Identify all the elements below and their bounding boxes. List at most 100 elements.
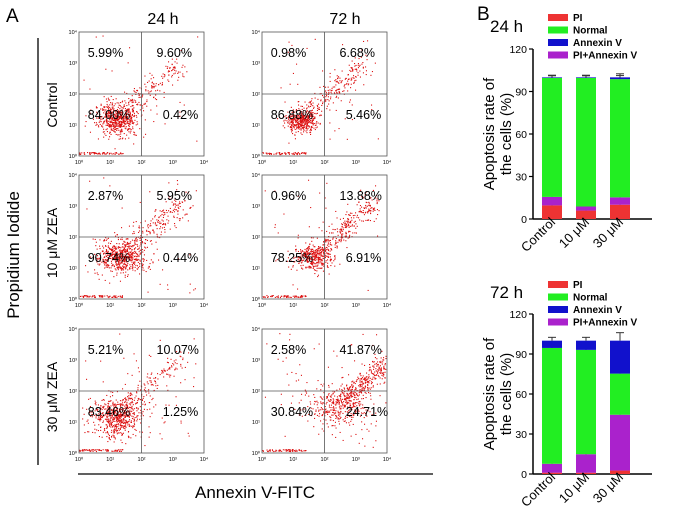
quadrant-percent-lower-right: 0.44% (163, 251, 198, 265)
bar-stack-1 (542, 336, 562, 474)
legend-swatch-pi-annexin-v (548, 51, 568, 59)
x-tick-label: 10⁴ (383, 456, 392, 463)
y-tick-label: 10³ (252, 204, 260, 210)
x-tick-label: 10⁰ (75, 159, 84, 166)
legend-label: Normal (573, 293, 608, 304)
quadrant-percent-upper-right: 9.60% (157, 46, 192, 60)
bar-chart-72h: 72 h Apoptosis rate of the cells (%) 0 30 60 9… (481, 280, 652, 510)
bar-segment-pi (576, 210, 596, 219)
quadrant-percent-upper-right: 10.07% (157, 343, 199, 357)
bar-y-tick-label: 120 (509, 309, 527, 321)
legend-swatch-annexin-v (548, 39, 568, 46)
x-axis-label-annexin: Annexin V-FITC (195, 483, 315, 502)
x-tick-label: 10³ (169, 160, 177, 166)
legend-label: Normal (573, 26, 608, 37)
bar-y-tick-label: 90 (515, 349, 527, 361)
x-tick-label: 10² (321, 160, 329, 166)
bar-y-label-line2: the cells (%) (498, 353, 515, 436)
event-dots (79, 333, 197, 453)
y-tick-label: 10⁴ (252, 326, 261, 333)
x-tick-label: 10⁴ (383, 302, 392, 309)
y-tick-label: 10⁰ (69, 296, 78, 303)
bar-category-label: 30 μM (590, 215, 626, 251)
y-tick-label: 10¹ (252, 420, 260, 426)
x-tick-label: 10³ (352, 160, 360, 166)
y-axis-label-pi: Propidium Iodide (4, 191, 23, 319)
bar-y-tick-label: 60 (515, 389, 527, 401)
bar-chart-title: 24 h (490, 17, 523, 36)
svg-text:10 μM ZEA: 10 μM ZEA (44, 207, 60, 278)
bar-segment-pi-annexin-v (576, 206, 596, 211)
legend-swatch-normal (548, 26, 568, 34)
bar-y-tick-label: 0 (521, 469, 527, 481)
y-tick-label: 10⁰ (252, 450, 261, 457)
quadrant-percent-lower-right: 5.46% (346, 108, 381, 122)
bar-chart-title: 72 h (490, 283, 523, 302)
y-tick-label: 10³ (69, 61, 77, 67)
bar-y-tick-label: 30 (515, 429, 527, 441)
quadrant-percent-upper-right: 5.95% (157, 189, 192, 203)
bar-chart-24h: 24 h Apoptosis rate of the cells (%) 0 30 60 9… (481, 13, 652, 255)
bar-y-tick-label: 60 (515, 129, 527, 141)
y-tick-label: 10³ (69, 204, 77, 210)
bar-segment-pi-annexin-v (542, 196, 562, 206)
legend-swatch-annexin-v (548, 306, 568, 313)
x-tick-label: 10⁰ (258, 302, 267, 309)
row-label-control: Control (44, 82, 60, 127)
bar-segment-annexin-v (542, 77, 562, 78)
quadrant-percent-upper-left: 0.96% (271, 189, 306, 203)
bar-y-label-line1: Apoptosis rate of (481, 337, 498, 450)
quadrant-percent-lower-left: 86.88% (271, 108, 313, 122)
x-tick-label: 10¹ (289, 303, 297, 309)
x-tick-label: 10⁰ (258, 159, 267, 166)
legend-swatch-pi (548, 14, 568, 21)
bar-segment-pi (610, 470, 630, 474)
x-tick-label: 10² (321, 457, 329, 463)
x-tick-label: 10⁰ (75, 456, 84, 463)
quadrant-percent-upper-left: 5.99% (88, 46, 123, 60)
y-tick-label: 10¹ (69, 123, 77, 129)
y-tick-label: 10² (252, 92, 260, 98)
x-tick-label: 10³ (352, 303, 360, 309)
event-dots (262, 179, 380, 299)
x-tick-label: 10⁴ (200, 456, 209, 463)
y-tick-label: 10² (69, 235, 77, 241)
legend-swatch-pi (548, 281, 568, 288)
bar-stack-2 (576, 74, 596, 219)
y-tick-label: 10⁰ (69, 153, 78, 160)
quadrant-percent-lower-right: 24.71% (346, 405, 388, 419)
bar-y-tick-label: 120 (509, 44, 527, 56)
y-tick-label: 10¹ (252, 266, 260, 272)
quadrant-percent-lower-right: 6.91% (346, 251, 381, 265)
quadrant-percent-upper-left: 2.87% (88, 189, 123, 203)
x-tick-label: 10⁴ (200, 302, 209, 309)
bar-segment-pi (576, 472, 596, 474)
bar-segment-pi-annexin-v (610, 414, 630, 471)
y-tick-label: 10⁰ (252, 296, 261, 303)
quadrant-percent-upper-right: 41.87% (340, 343, 382, 357)
legend-label: Annexin V (573, 38, 622, 49)
bar-segment-annexin-v (610, 340, 630, 374)
x-tick-label: 10² (138, 457, 146, 463)
bar-segment-annexin-v (542, 340, 562, 348)
bar-segment-normal (610, 373, 630, 415)
legend-swatch-normal (548, 293, 568, 301)
quadrant-percent-upper-right: 6.68% (340, 46, 375, 60)
bar-y-label-line1: Apoptosis rate of (481, 77, 498, 190)
bar-segment-annexin-v (576, 77, 596, 78)
legend-label: PI+Annexin V (573, 51, 638, 62)
bar-segment-normal (576, 349, 596, 455)
x-tick-label: 10¹ (106, 457, 114, 463)
event-dots (262, 333, 387, 453)
legend-label: Annexin V (573, 305, 622, 316)
x-tick-label: 10⁴ (383, 159, 392, 166)
